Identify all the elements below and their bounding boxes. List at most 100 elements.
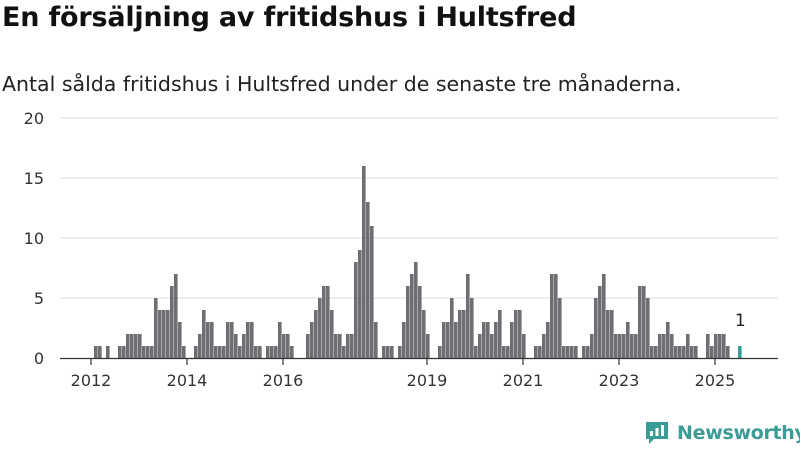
bar: [670, 334, 674, 358]
y-tick-label: 20: [24, 109, 44, 128]
bar: [562, 346, 566, 358]
bar: [218, 346, 222, 358]
bar: [346, 334, 350, 358]
bar: [558, 298, 562, 358]
bar: [150, 346, 154, 358]
y-tick-label: 10: [24, 229, 44, 248]
bar: [386, 346, 390, 358]
bar: [118, 346, 122, 358]
bar: [138, 334, 142, 358]
bar: [622, 334, 626, 358]
bar: [514, 310, 518, 358]
bar: [286, 334, 290, 358]
bar: [582, 346, 586, 358]
bar: [94, 346, 98, 358]
bar: [662, 334, 666, 358]
bar: [594, 298, 598, 358]
bar: [194, 346, 198, 358]
x-tick-label: 2016: [263, 371, 304, 390]
bar: [486, 322, 490, 358]
bar: [314, 310, 318, 358]
bar: [722, 334, 726, 358]
bar: [374, 322, 378, 358]
bar: [322, 286, 326, 358]
bar: [458, 310, 462, 358]
x-tick-label: 2019: [407, 371, 448, 390]
bar: [318, 298, 322, 358]
bar: [282, 334, 286, 358]
bar: [410, 274, 414, 358]
bar: [574, 346, 578, 358]
bar: [470, 298, 474, 358]
bar: [366, 202, 370, 358]
bar: [402, 322, 406, 358]
brand-name: Newsworthy: [677, 422, 800, 444]
bar: [406, 286, 410, 358]
bar: [586, 346, 590, 358]
bar: [106, 346, 110, 358]
bar: [258, 346, 262, 358]
bar-highlight: [738, 346, 742, 358]
x-tick-label: 2014: [167, 371, 208, 390]
bar: [146, 346, 150, 358]
bar: [198, 334, 202, 358]
bar: [650, 346, 654, 358]
bar: [438, 346, 442, 358]
bar: [482, 322, 486, 358]
bar: [158, 310, 162, 358]
bar: [626, 322, 630, 358]
bar: [414, 262, 418, 358]
bar: [566, 346, 570, 358]
bar: [154, 298, 158, 358]
bar: [502, 346, 506, 358]
bar: [590, 334, 594, 358]
x-tick-label: 2023: [599, 371, 640, 390]
bar: [134, 334, 138, 358]
bar: [338, 334, 342, 358]
bar: [682, 346, 686, 358]
bar: [534, 346, 538, 358]
bar: [354, 262, 358, 358]
bar: [202, 310, 206, 358]
bar: [214, 346, 218, 358]
x-tick-label: 2025: [695, 371, 736, 390]
y-tick-label: 0: [34, 349, 44, 368]
bar: [606, 310, 610, 358]
bar: [234, 334, 238, 358]
bar: [658, 334, 662, 358]
bar: [454, 322, 458, 358]
bar: [310, 322, 314, 358]
bar: [686, 334, 690, 358]
bar: [618, 334, 622, 358]
bar: [206, 322, 210, 358]
bar: [238, 346, 242, 358]
bar: [130, 334, 134, 358]
bar: [498, 310, 502, 358]
bar: [718, 334, 722, 358]
bar: [422, 310, 426, 358]
bar: [270, 346, 274, 358]
bar: [510, 322, 514, 358]
bar: [630, 334, 634, 358]
bar: [330, 310, 334, 358]
bar: [546, 322, 550, 358]
bar: [418, 286, 422, 358]
x-tick-label: 2021: [503, 371, 544, 390]
y-tick-label: 5: [34, 289, 44, 308]
bar: [210, 322, 214, 358]
bar: [326, 286, 330, 358]
grid-lines: [60, 117, 778, 299]
bar: [242, 334, 246, 358]
brand-logo: Newsworthy: [644, 420, 800, 446]
chart-subtitle: Antal sålda fritidshus i Hultsfred under…: [2, 72, 682, 96]
bar: [382, 346, 386, 358]
bar: [666, 322, 670, 358]
bar: [290, 346, 294, 358]
y-axis-ticks: 0 5 10 15 20: [24, 109, 44, 368]
bar: [554, 274, 558, 358]
bars: [94, 166, 742, 358]
bar: [166, 310, 170, 358]
bar: [638, 286, 642, 358]
bar: [358, 250, 362, 358]
